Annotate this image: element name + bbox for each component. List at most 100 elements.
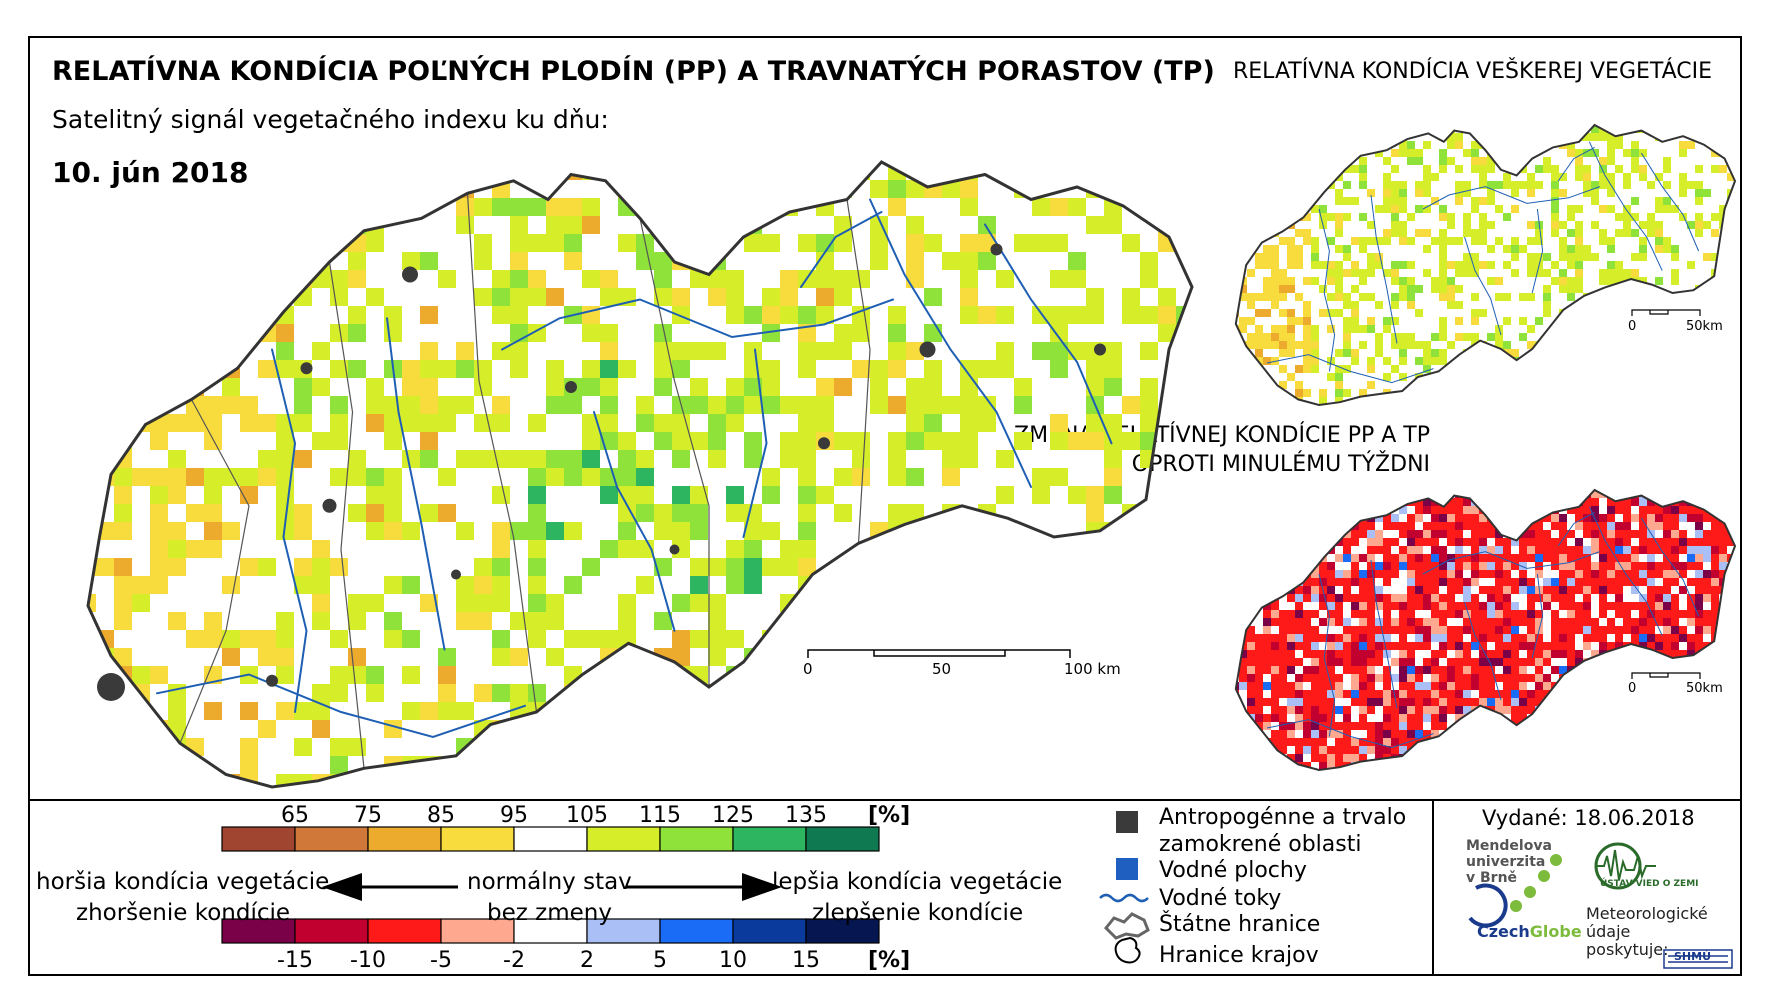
legend-divider [28, 799, 1742, 801]
change-bar-swatch [805, 918, 880, 944]
inset-change-rivers [1266, 506, 1700, 749]
change-tick-labels: -15 -10 -5 -2 2 5 10 15 [277, 948, 820, 973]
mendel-line3: v Brně [1466, 870, 1518, 886]
cond-bar-swatch [586, 826, 661, 852]
change-ticks-label: 10 [719, 948, 747, 973]
change-ticks-label: 2 [580, 948, 594, 973]
worse-change-label: zhoršenie kondície [76, 900, 291, 926]
mendel-line1: Mendelova [1466, 838, 1552, 854]
czechglobe-logo-icon [1468, 883, 1508, 928]
change-bar-swatch [440, 918, 515, 944]
cond-bar-swatch [367, 826, 442, 852]
main-scale-bar [807, 649, 1071, 658]
meteo-line1: Meteorologické [1586, 904, 1708, 923]
cond-bar-swatch [732, 826, 807, 852]
cond-bar-swatch [440, 826, 515, 852]
meteo-line3: poskytuje: [1586, 940, 1669, 959]
inset-vegetation-map[interactable] [1215, 123, 1737, 407]
main-condition-map[interactable] [42, 160, 1194, 792]
water-stream-line-icon [1099, 893, 1149, 903]
no-change-label: bez zmeny [487, 900, 612, 926]
region-borders-layer [179, 193, 871, 769]
shmu-label: SHMÚ [1674, 950, 1712, 963]
change-bar-swatch [732, 918, 807, 944]
change-ticks-label: 15 [792, 948, 820, 973]
inset-change-map[interactable] [1215, 488, 1737, 772]
inset-change-border [1234, 488, 1737, 772]
inset-vegetation-scale-50: 50km [1686, 319, 1723, 334]
change-color-scale [221, 918, 880, 944]
change-ticks-label: 5 [653, 948, 667, 973]
inset-change-pixels [1235, 490, 1735, 770]
czechglobe-label: CzechGlobe [1477, 922, 1582, 941]
mendel-university-logo-icon [1510, 854, 1562, 912]
inset-vegetation-scale-0: 0 [1628, 319, 1636, 334]
worse-condition-label: horšia kondícia vegetácie [36, 869, 330, 895]
rivers-layer [156, 198, 1113, 739]
change-ticks-label: -5 [430, 948, 452, 973]
change-ticks-label: -15 [277, 948, 313, 973]
cond-ticks-label: 65 [281, 803, 309, 828]
better-condition-label: lepšia kondícia vegetácie [772, 869, 1063, 895]
issued-date: Vydané: 18.06.2018 [1482, 806, 1695, 830]
change-bar-swatch [586, 918, 661, 944]
inset-vegetation-pixels [1235, 125, 1735, 405]
date-label: 10. jún 2018 [52, 156, 249, 189]
cond-ticks-label: 95 [500, 803, 528, 828]
inset-change-scale-bar [1631, 672, 1701, 679]
mendel-line2: univerzita [1466, 854, 1546, 870]
anthropogenic-swatch-icon [1116, 811, 1138, 833]
condition-tick-labels: 65 75 85 95 105 115 125 135 [281, 803, 827, 828]
credits-divider [1432, 799, 1434, 976]
state-borders-label: Štátne hranice [1159, 912, 1321, 937]
cond-ticks-label: 115 [639, 803, 681, 828]
condition-pixel-layer [88, 162, 1192, 787]
main-scale-label-50: 50 [932, 660, 951, 678]
better-arrow [626, 873, 782, 901]
cond-bar-swatch [513, 826, 588, 852]
cond-ticks-label: 105 [566, 803, 608, 828]
main-title: RELATÍVNA KONDÍCIA POĽNÝCH PLODÍN (PP) A… [52, 56, 1215, 87]
change-bar-swatch [513, 918, 588, 944]
change-ticks-label: -2 [503, 948, 525, 973]
anthropogenic-label-line1: Antropogénne a trvalo [1159, 805, 1407, 830]
meteo-line2: údaje [1586, 922, 1631, 941]
map-frame [28, 36, 1742, 976]
change-unit-label: [%] [868, 948, 910, 973]
water-bodies-label: Vodné plochy [1159, 858, 1307, 883]
inset-vegetation-rivers [1266, 141, 1700, 384]
subtitle: Satelitný signál vegetačného indexu ku d… [52, 105, 609, 134]
change-bar-swatch [367, 918, 442, 944]
cond-bar-swatch [294, 826, 369, 852]
earth-sciences-institute-logo-icon [1594, 842, 1656, 890]
inset-vegetation-title: RELATÍVNA KONDÍCIA VEŠKEREJ VEGETÁCIE [1233, 59, 1713, 84]
change-bar-swatch [659, 918, 734, 944]
water-body-swatch-icon [1116, 858, 1138, 880]
state-border [86, 160, 1194, 789]
inset-vegetation-scale-bar [1631, 309, 1701, 316]
cond-bar-swatch [659, 826, 734, 852]
condition-unit-label: [%] [868, 803, 910, 828]
cond-ticks-label: 75 [354, 803, 382, 828]
cond-ticks-label: 125 [712, 803, 754, 828]
cond-bar-swatch [221, 826, 296, 852]
change-bar-swatch [294, 918, 369, 944]
shmu-logo-icon [1663, 949, 1733, 969]
main-scale-label-100: 100 km [1064, 660, 1121, 678]
inset-vegetation-border [1234, 123, 1737, 407]
cond-bar-swatch [805, 826, 880, 852]
change-ticks-label: -10 [350, 948, 386, 973]
water-streams-label: Vodné toky [1159, 886, 1282, 911]
anthropogenic-areas-layer [97, 243, 1106, 701]
cond-ticks-label: 85 [427, 803, 455, 828]
normal-condition-label: normálny stav [467, 869, 632, 895]
inset-change-scale-50: 50km [1686, 681, 1723, 696]
earth-institute-label: ÚSTAV VIED O ZEMI [1600, 879, 1699, 889]
worse-arrow [322, 873, 458, 901]
cond-ticks-label: 135 [785, 803, 827, 828]
better-change-label: zlepšenie kondície [812, 900, 1024, 926]
main-scale-label-0: 0 [803, 660, 813, 678]
region-borders-label: Hranice krajov [1159, 943, 1319, 968]
condition-color-scale [221, 826, 880, 852]
